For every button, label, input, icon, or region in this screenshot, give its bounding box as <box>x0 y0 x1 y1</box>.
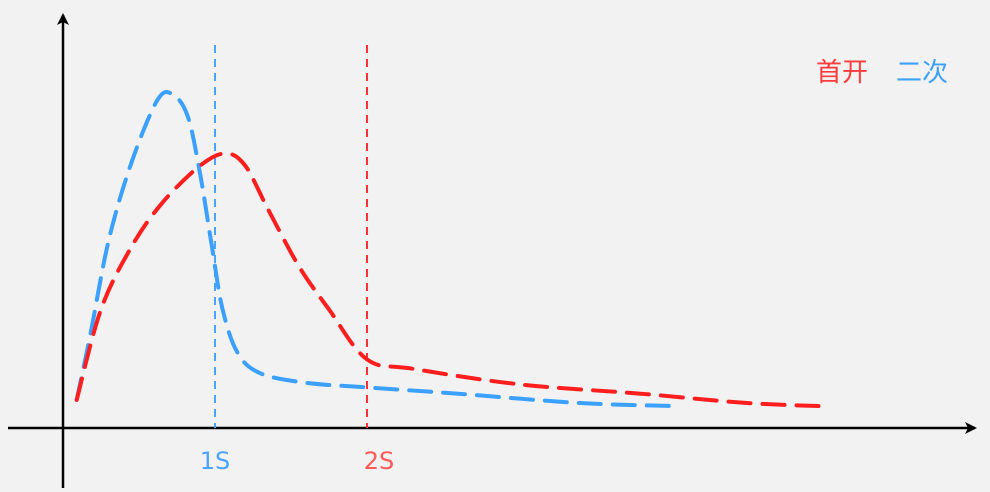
series-lines <box>74 90 825 409</box>
reference-lines <box>214 45 368 428</box>
series-line-second <box>74 90 681 409</box>
legend-series-first-open: 首开 <box>816 58 868 88</box>
tick-label-1s: 1S <box>200 447 231 475</box>
legend-series-second: 二次 <box>896 58 948 88</box>
series-line-first-open <box>74 151 825 409</box>
tick-label-2s: 2S <box>364 447 395 475</box>
